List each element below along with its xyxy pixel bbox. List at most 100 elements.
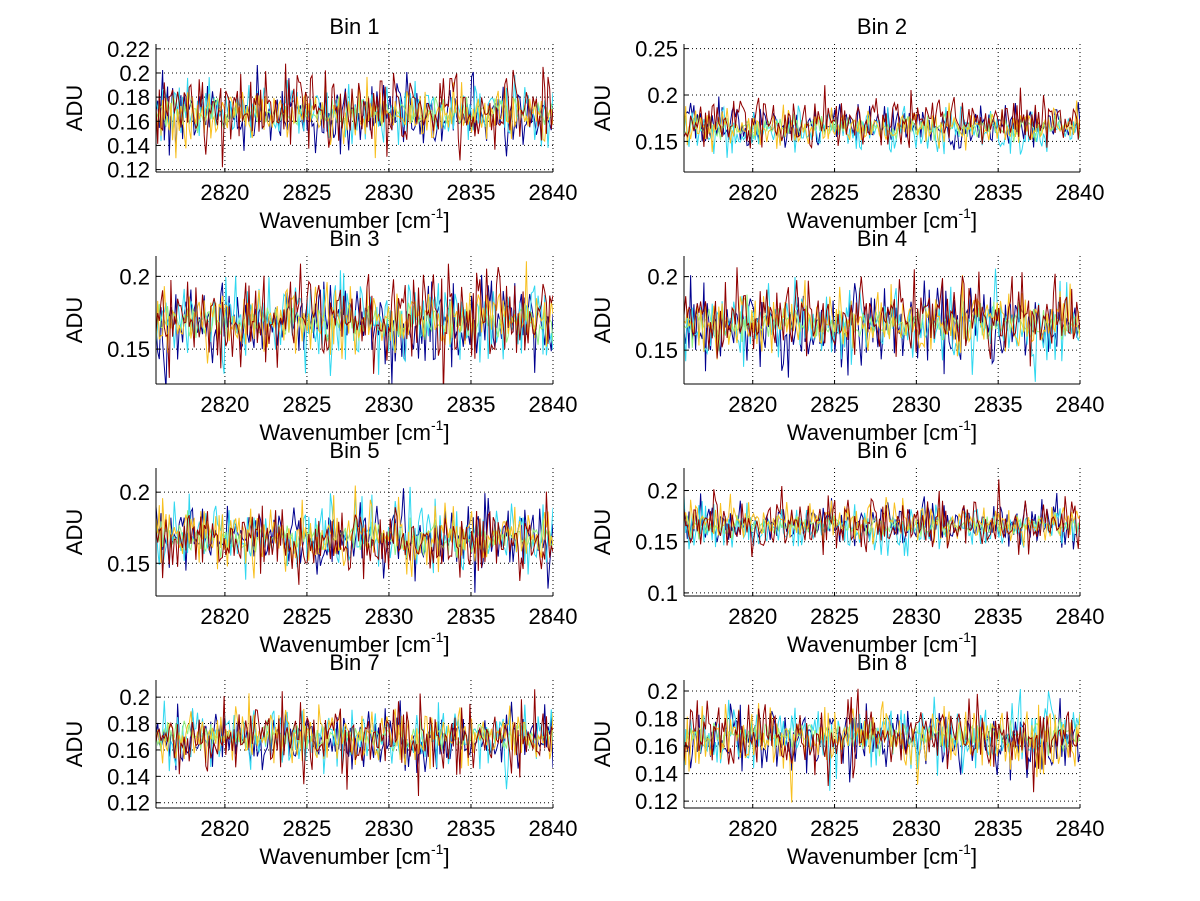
- y-tick-label: 0.14: [107, 764, 150, 789]
- y-tick-label: 0.18: [635, 707, 678, 732]
- x-tick-label: 2830: [892, 392, 941, 417]
- y-tick-label: 0.22: [107, 37, 150, 62]
- x-tick-label: 2830: [364, 604, 413, 629]
- line-series-5: [684, 85, 1080, 150]
- x-tick-label: 2825: [810, 180, 859, 205]
- x-tick-label: 2835: [446, 392, 495, 417]
- line-series-5: [156, 63, 553, 168]
- x-tick-label: 2825: [282, 392, 331, 417]
- y-tick-label: 0.15: [635, 530, 678, 555]
- line-series-3: [684, 294, 1080, 352]
- y-tick-label: 0.1: [647, 581, 678, 606]
- y-tick-label: 0.2: [647, 679, 678, 704]
- line-series-4: [156, 76, 553, 159]
- x-tick-label: 2830: [892, 180, 941, 205]
- y-tick-label: 0.25: [635, 37, 678, 62]
- y-tick-label: 0.15: [107, 337, 150, 362]
- y-tick-label: 0.18: [107, 712, 150, 737]
- x-tick-label: 2840: [529, 392, 578, 417]
- x-tick-label: 2840: [1056, 392, 1105, 417]
- subplot-bin-5: 2820 2825 2830 2835 2840 0.2 0.15 Bin 5 Wavenumb…: [62, 438, 577, 657]
- y-tick-label: 0.2: [647, 83, 678, 108]
- y-tick-label: 0.2: [119, 264, 150, 289]
- x-tick-label: 2835: [974, 816, 1023, 841]
- y-tick-label: 0.2: [647, 479, 678, 504]
- x-tick-label: 2820: [728, 604, 777, 629]
- x-tick-label: 2835: [446, 604, 495, 629]
- y-tick-label: 0.16: [107, 738, 150, 763]
- y-tick-label: 0.15: [635, 338, 678, 363]
- x-tick-label: 2835: [446, 816, 495, 841]
- x-axis-label: Wavenumber [cm-1]: [787, 205, 977, 233]
- line-series-5: [684, 267, 1080, 367]
- y-tick-label: 0.2: [647, 265, 678, 290]
- line-series-5: [156, 263, 553, 384]
- subplot-title: Bin 2: [857, 14, 907, 39]
- subplot-title: Bin 4: [857, 226, 907, 251]
- x-tick-label: 2820: [200, 180, 249, 205]
- y-tick-label: 0.15: [107, 551, 150, 576]
- y-axis-label: ADU: [590, 509, 615, 555]
- x-tick-label: 2825: [282, 180, 331, 205]
- x-tick-label: 2825: [282, 604, 331, 629]
- x-tick-label: 2820: [728, 180, 777, 205]
- y-axis-label: ADU: [62, 297, 87, 343]
- x-tick-label: 2820: [200, 392, 249, 417]
- y-tick-label: 0.18: [107, 85, 150, 110]
- x-tick-label: 2820: [728, 816, 777, 841]
- subplot-title: Bin 6: [857, 438, 907, 463]
- x-tick-label: 2835: [974, 604, 1023, 629]
- x-tick-label: 2820: [728, 392, 777, 417]
- line-series-4: [156, 485, 553, 579]
- y-tick-label: 0.2: [119, 480, 150, 505]
- x-tick-label: 2830: [364, 816, 413, 841]
- x-tick-label: 2840: [529, 816, 578, 841]
- x-tick-label: 2840: [529, 604, 578, 629]
- x-axis-label: Wavenumber [cm-1]: [259, 629, 449, 657]
- subplot-bin-4: 2820 2825 2830 2835 2840 0.2 0.15 Bin 4 Wavenumb…: [590, 226, 1104, 445]
- x-tick-label: 2835: [446, 180, 495, 205]
- y-axis-label: ADU: [590, 721, 615, 767]
- subplot-bin-6: 2820 2825 2830 2835 2840 0.2 0.15 0.1 Bin 6 Waven…: [590, 438, 1104, 657]
- subplot-title: Bin 3: [329, 226, 379, 251]
- x-axis-label: Wavenumber [cm-1]: [787, 417, 977, 445]
- subplot-bin-1: 2820 2825 2830 2835 2840 0.220.20.180.160.140…: [62, 14, 577, 233]
- line-series-4: [156, 261, 553, 364]
- x-axis-label: Wavenumber [cm-1]: [787, 841, 977, 869]
- x-tick-label: 2825: [810, 816, 859, 841]
- y-tick-label: 0.12: [107, 791, 150, 816]
- y-tick-label: 0.15: [635, 129, 678, 154]
- x-tick-label: 2830: [364, 180, 413, 205]
- y-tick-label: 0.14: [635, 762, 678, 787]
- y-tick-label: 0.16: [107, 109, 150, 134]
- subplot-bin-2: 2820 2825 2830 2835 2840 0.25 0.2 0.15 Bin 2 Wave…: [590, 14, 1104, 233]
- subplot-title: Bin 5: [329, 438, 379, 463]
- y-axis-label: ADU: [62, 721, 87, 767]
- x-tick-label: 2835: [974, 180, 1023, 205]
- x-tick-label: 2825: [810, 392, 859, 417]
- subplot-bin-3: 2820 2825 2830 2835 2840 0.2 0.15 Bin 3 Wavenumb…: [62, 226, 577, 445]
- x-tick-label: 2840: [1056, 180, 1105, 205]
- line-series-5: [156, 689, 553, 797]
- x-tick-label: 2830: [892, 604, 941, 629]
- x-tick-label: 2830: [892, 816, 941, 841]
- y-tick-label: 0.2: [119, 685, 150, 710]
- x-tick-label: 2840: [1056, 816, 1105, 841]
- y-tick-label: 0.12: [107, 158, 150, 183]
- line-series-5: [684, 479, 1080, 557]
- x-tick-label: 2840: [1056, 604, 1105, 629]
- x-tick-label: 2820: [200, 816, 249, 841]
- subplot-bin-8: 2820 2825 2830 2835 2840 0.2 0.180.16 0.140.12 B…: [590, 650, 1104, 869]
- y-axis-label: ADU: [62, 85, 87, 131]
- y-tick-label: 0.12: [635, 789, 678, 814]
- y-axis-label: ADU: [590, 85, 615, 131]
- x-axis-label: Wavenumber [cm-1]: [787, 629, 977, 657]
- x-tick-label: 2840: [529, 180, 578, 205]
- subplot-title: Bin 7: [329, 650, 379, 675]
- subplot-title: Bin 1: [329, 14, 379, 39]
- subplot-bin-7: 2820 2825 2830 2835 2840 0.20.180.160.140.12 B…: [62, 650, 577, 869]
- x-axis-label: Wavenumber [cm-1]: [259, 417, 449, 445]
- y-tick-label: 0.2: [119, 61, 150, 86]
- x-axis-label: Wavenumber [cm-1]: [259, 205, 449, 233]
